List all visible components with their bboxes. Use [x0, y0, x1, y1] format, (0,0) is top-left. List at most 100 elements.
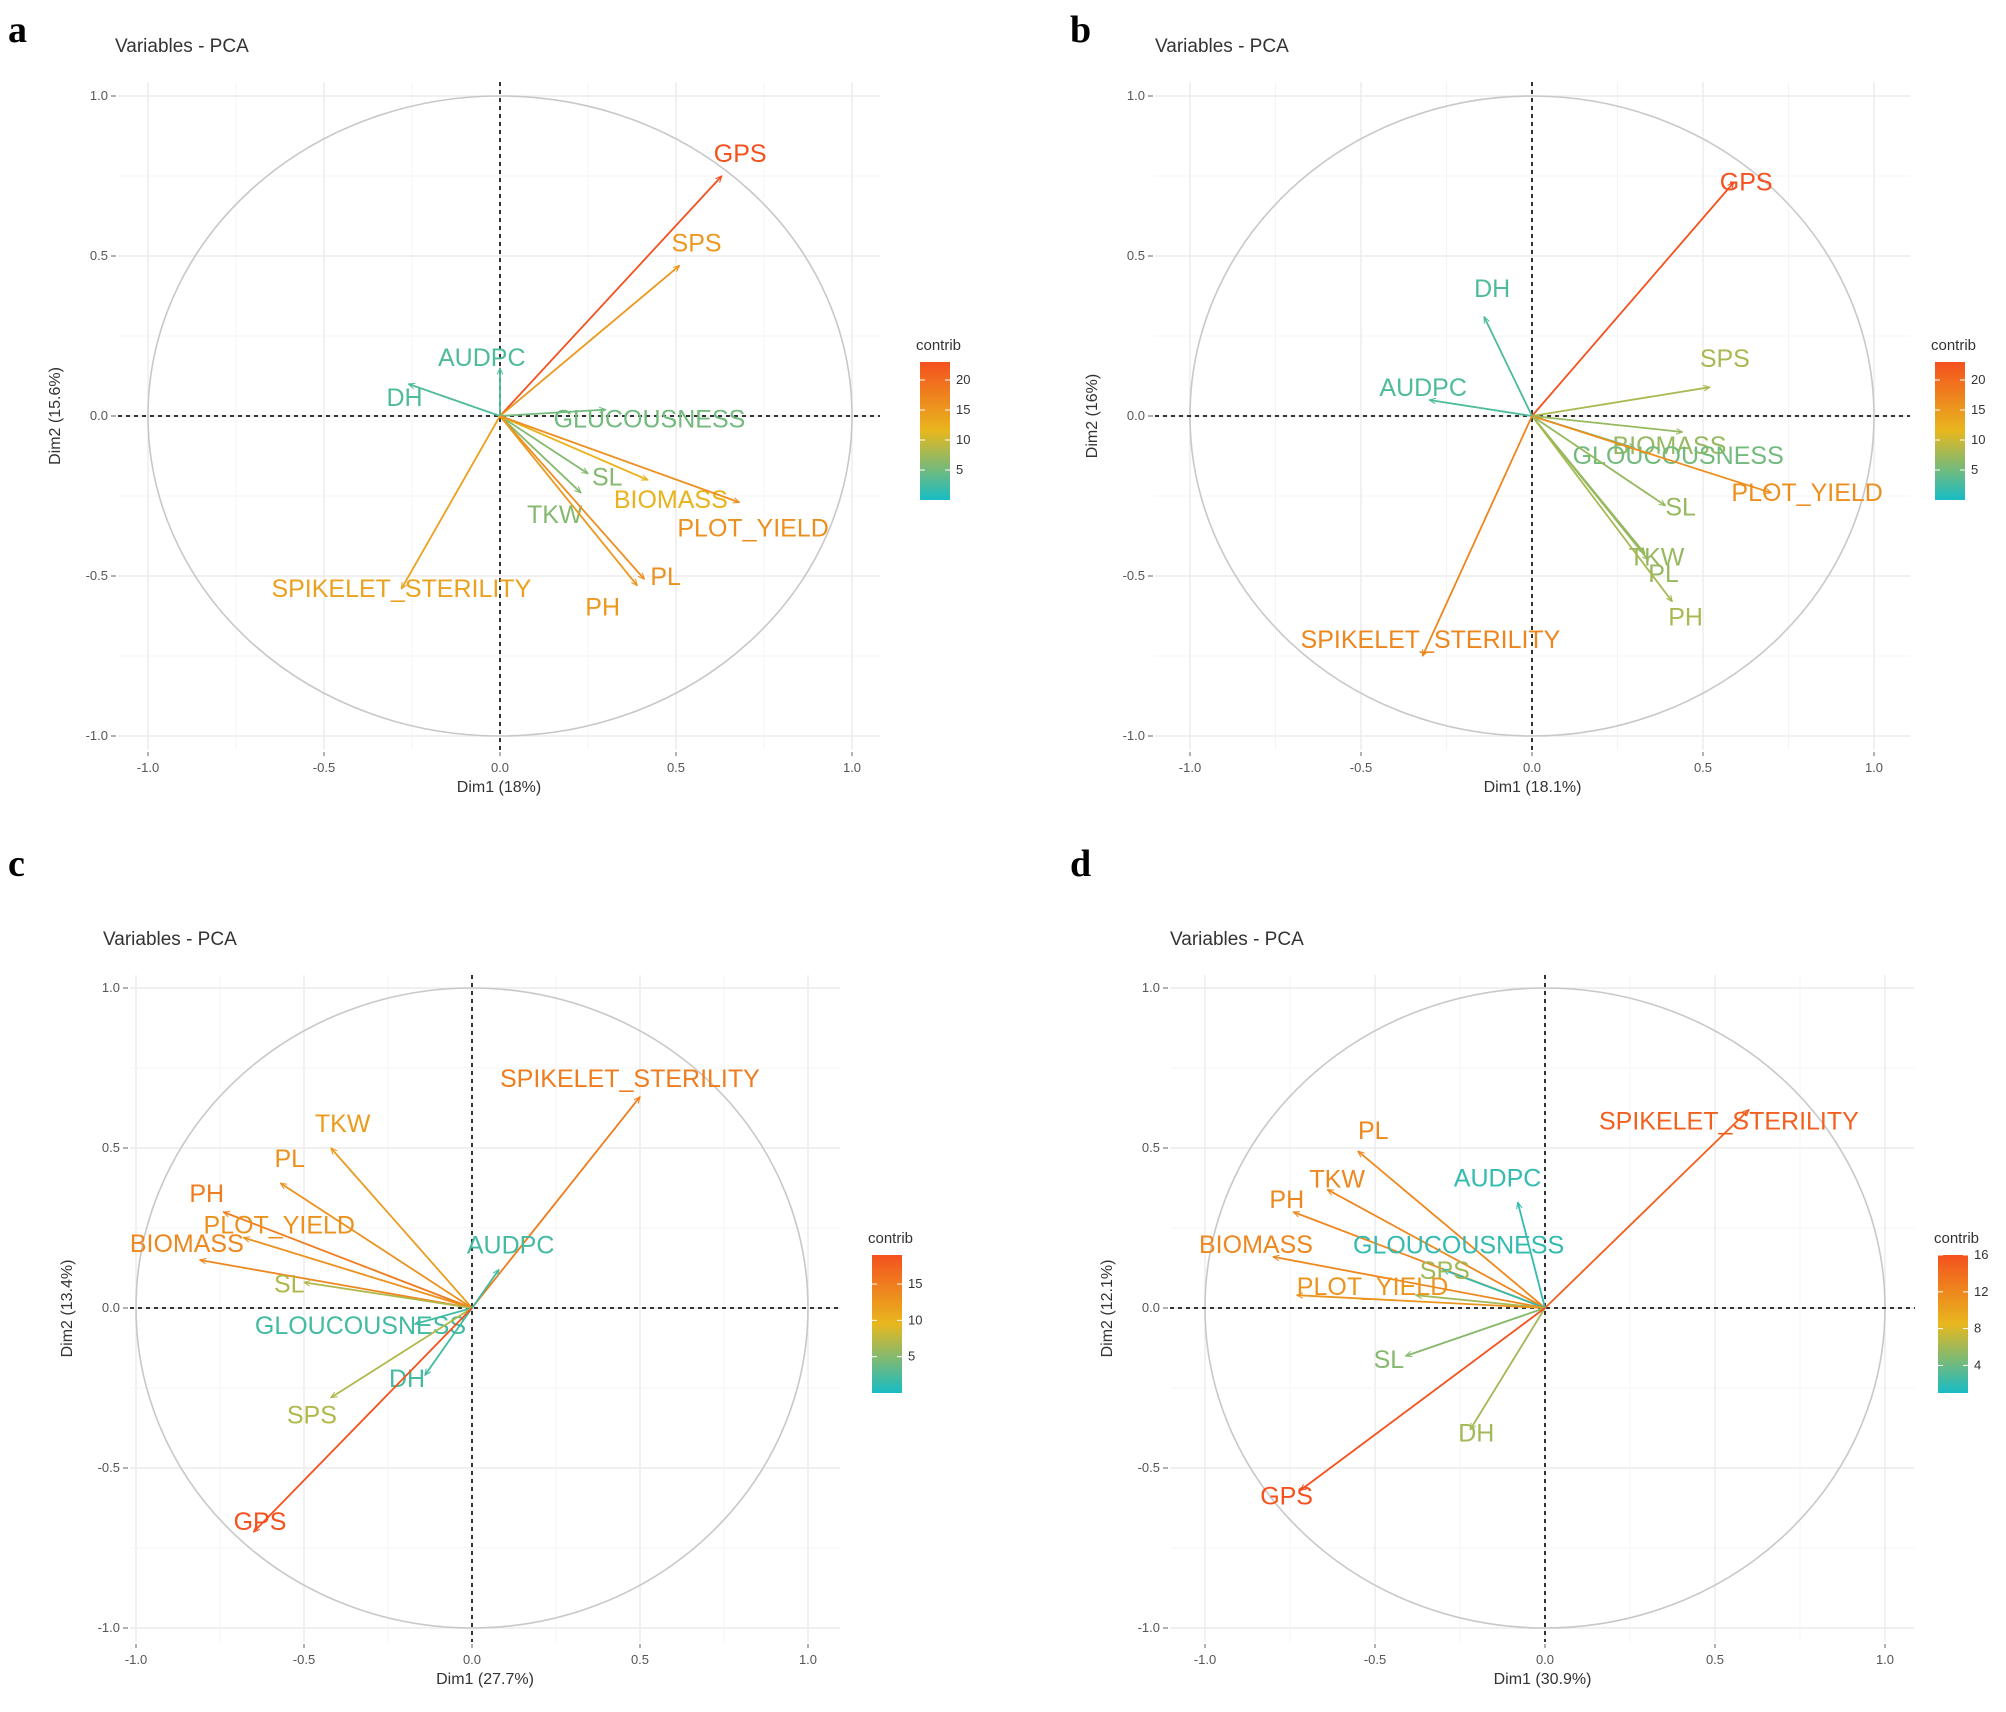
legend-tick-label: 15: [956, 402, 970, 417]
x-tick-label: 0.0: [1523, 760, 1541, 775]
y-tick-label: 0.5: [102, 1140, 120, 1155]
arrow-pl: [1358, 1151, 1546, 1309]
label-tkw: TKW: [1309, 1166, 1365, 1194]
label-sl: SL: [274, 1270, 305, 1298]
contrib-legend: contrib 4 8 12 16: [1934, 1230, 1988, 1393]
legend-tick-label: 5: [1971, 462, 1978, 477]
label-gps: GPS: [1720, 168, 1773, 196]
legend-colorbar: [1938, 1255, 1968, 1393]
arrow-audpc: [471, 1270, 499, 1309]
legend-colorbar: [1935, 362, 1965, 500]
legend-tick-label: 15: [1971, 402, 1985, 417]
arrow-gps: [254, 1307, 473, 1532]
panel-b: b Variables - PCA -1.0 -0.5 0.0 0.5 1.0 -1.0 -0.…: [1070, 9, 1985, 796]
axis-ticks: -1.0 -0.5 0.0 0.5 1.0 -1.0 -0.5 0.0 0.5 1.0: [98, 980, 817, 1667]
contrib-legend: contrib 5 10 15: [868, 1230, 922, 1393]
x-axis-title: Dim1 (18%): [457, 779, 541, 796]
arrow-sps: [331, 1307, 473, 1399]
panel-letter: d: [1070, 843, 1091, 885]
x-tick-label: 0.5: [667, 760, 685, 775]
axis-ticks: -1.0 -0.5 0.0 0.5 1.0 -1.0 -0.5 0.0 0.5 1.0: [1123, 88, 1883, 775]
arrow-gps: [1300, 1307, 1546, 1490]
x-tick-label: 1.0: [799, 1652, 817, 1667]
arrow-gloucousness: [415, 1307, 473, 1324]
label-ph: PH: [189, 1180, 224, 1208]
label-plot_yield: PLOT_YIELD: [1731, 479, 1882, 507]
label-gps: GPS: [234, 1508, 287, 1536]
label-spikelet_sterility: SPIKELET_STERILITY: [500, 1065, 760, 1093]
arrow-audpc: [1429, 400, 1533, 417]
arrow-sl: [304, 1282, 473, 1309]
x-tick-label: -0.5: [1350, 760, 1372, 775]
legend-tick-label: 10: [908, 1312, 922, 1327]
panel-letter: b: [1070, 9, 1091, 51]
arrow-ph: [223, 1212, 473, 1309]
y-tick-label: -1.0: [1138, 1620, 1160, 1635]
correlation-circle: [147, 95, 853, 737]
label-pl: PL: [1648, 560, 1679, 588]
arrow-biomass: [1273, 1257, 1546, 1309]
y-axis-title: Dim2 (15.6%): [47, 367, 64, 465]
arrow-dh: [1469, 1307, 1546, 1430]
x-tick-label: -1.0: [137, 760, 159, 775]
arrow-plot_yield: [499, 415, 739, 502]
y-tick-label: 0.5: [1127, 248, 1145, 263]
label-gps: GPS: [1260, 1482, 1313, 1510]
x-tick-label: -0.5: [293, 1652, 315, 1667]
panel-a: a Variables - PCA -1.0 -0.5 0.0 0.5 1.0 -1.0 -0.…: [8, 9, 970, 796]
label-gloucousness: GLOUCOUSNESS: [1353, 1232, 1564, 1260]
legend-colorbar: [920, 362, 950, 500]
arrow-biomass: [499, 415, 648, 481]
legend-title: contrib: [868, 1230, 913, 1247]
label-tkw: TKW: [315, 1110, 371, 1138]
arrow-plot_yield: [1297, 1295, 1546, 1309]
label-spikelet_sterility: SPIKELET_STERILITY: [1301, 626, 1561, 654]
label-sps: SPS: [1700, 345, 1750, 373]
label-biomass: BIOMASS: [130, 1230, 244, 1258]
arrow-spikelet_sterility: [400, 415, 501, 589]
contrib-legend: contrib 5 10 15 20: [916, 337, 970, 500]
label-plot_yield: PLOT_YIELD: [1297, 1273, 1448, 1301]
label-ph: PH: [585, 594, 620, 622]
arrow-plot_yield: [1531, 415, 1771, 493]
arrow-gloucousness: [1443, 1270, 1546, 1309]
arrow-tkw: [331, 1148, 473, 1309]
label-dh: DH: [1474, 275, 1510, 303]
legend-tick-label: 10: [1971, 432, 1985, 447]
x-tick-label: 0.5: [1694, 760, 1712, 775]
y-tick-label: -0.5: [1123, 568, 1145, 583]
label-pl: PL: [1358, 1117, 1389, 1145]
arrow-sl: [1406, 1307, 1546, 1356]
y-tick-label: 0.5: [1142, 1140, 1160, 1155]
y-tick-label: -1.0: [1123, 728, 1145, 743]
label-biomass: BIOMASS: [614, 486, 728, 514]
label-tkw: TKW: [527, 501, 583, 529]
x-tick-label: 0.0: [1536, 1652, 1554, 1667]
label-ph: PH: [1269, 1186, 1304, 1214]
label-plot_yield: PLOT_YIELD: [204, 1212, 355, 1240]
arrow-sl: [1531, 415, 1665, 507]
arrow-dh: [1483, 317, 1533, 417]
y-tick-label: 0.0: [1127, 408, 1145, 423]
plot-title: Variables - PCA: [103, 929, 237, 950]
label-spikelet_sterility: SPIKELET_STERILITY: [1599, 1108, 1859, 1136]
label-sl: SL: [1665, 494, 1696, 522]
plot-title: Variables - PCA: [1155, 36, 1289, 57]
x-tick-label: 1.0: [1865, 760, 1883, 775]
label-gps: GPS: [714, 140, 767, 168]
arrow-glucousness: [499, 410, 606, 417]
x-axis-title: Dim1 (30.9%): [1494, 1671, 1592, 1688]
label-audpc: AUDPC: [1454, 1164, 1542, 1192]
arrow-pl: [1531, 415, 1648, 560]
y-tick-label: -1.0: [86, 728, 108, 743]
legend-tick-label: 20: [1971, 372, 1985, 387]
legend-tick-label: 12: [1974, 1284, 1988, 1299]
arrow-gps: [1531, 182, 1734, 417]
y-tick-label: 0.0: [1142, 1300, 1160, 1315]
y-tick-label: 1.0: [1127, 88, 1145, 103]
label-audpc: AUDPC: [467, 1232, 555, 1260]
arrow-dh: [425, 1307, 473, 1375]
x-axis-title: Dim1 (27.7%): [436, 1671, 534, 1688]
label-sl: SL: [592, 464, 623, 492]
